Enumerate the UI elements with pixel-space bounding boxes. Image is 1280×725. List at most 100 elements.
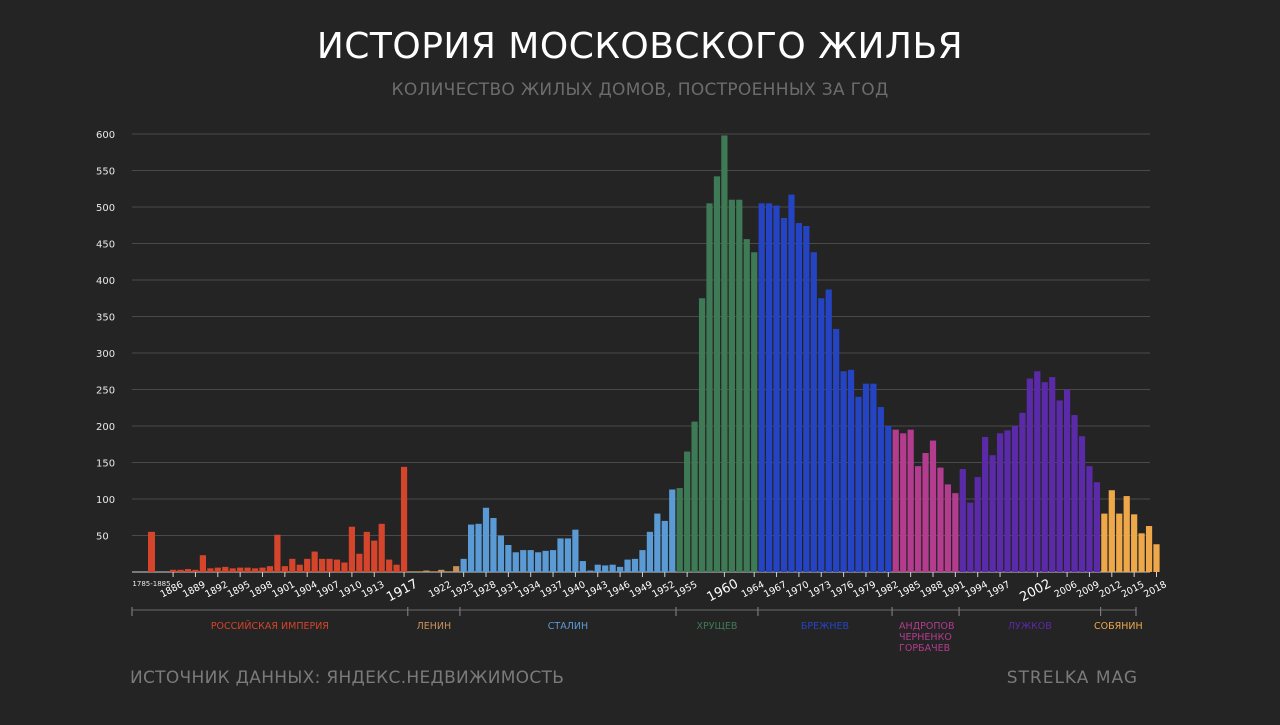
era-labels: РОССИЙСКАЯ ИМПЕРИЯ ЛЕНИН СТАЛИН ХРУЩЕВ БРЕЖН…: [131, 607, 1143, 654]
bar-1918: [408, 571, 415, 572]
bar-1925: [460, 558, 467, 572]
bar-1994: [974, 477, 981, 572]
y-tick-label: 600: [96, 130, 115, 141]
bar-1963: [743, 239, 750, 572]
bar-1937: [549, 550, 557, 572]
bar-1984: [900, 433, 907, 572]
bar-2014: [1123, 496, 1130, 572]
bar-2003: [1041, 382, 1048, 572]
bar-1933: [520, 550, 527, 572]
bar-1932: [512, 552, 519, 572]
bar-1970: [795, 223, 802, 572]
era-label: ЛЕНИН: [417, 621, 452, 632]
bar-2013: [1116, 513, 1123, 572]
bar-2002: [1034, 371, 1041, 572]
bar-1889: [192, 569, 199, 572]
bar-1891: [207, 568, 214, 572]
bar-1924: [453, 566, 460, 572]
bar-1993: [967, 502, 974, 572]
bar-1990: [944, 484, 951, 572]
bar-1955: [684, 451, 691, 572]
bar-chart: 50 100 150 200 250 300 350 400 450 500 550 600 1785…: [96, 130, 1169, 654]
bar-1892: [214, 567, 221, 572]
bar-1908: [333, 559, 341, 572]
bar-1978: [855, 396, 862, 572]
bars: [148, 135, 1160, 573]
bar-1906: [319, 558, 326, 572]
bar-1923: [445, 571, 452, 572]
bar-1983: [892, 429, 899, 572]
bar-1980: [870, 383, 877, 572]
bar-1972: [810, 252, 817, 572]
bar-1896: [244, 567, 251, 572]
bar-1935: [535, 552, 542, 572]
bar-1913: [371, 540, 378, 572]
bar-1785-1885: [148, 531, 155, 572]
brand-label: STRELKA MAG: [1006, 668, 1138, 688]
bar-1928: [482, 507, 490, 572]
bar-1988: [929, 440, 937, 572]
bar-1960: [721, 135, 728, 572]
bar-1985: [907, 429, 914, 572]
bar-1958: [706, 203, 713, 572]
bar-1898: [259, 567, 266, 572]
bar-1987: [922, 453, 929, 572]
bar-1974: [825, 289, 832, 572]
bar-1957: [698, 298, 706, 572]
bar-1940: [572, 529, 579, 572]
y-tick-label: 400: [96, 276, 115, 287]
bar-1905: [311, 551, 318, 572]
y-tick-label: 550: [96, 167, 115, 178]
bar-1949: [639, 550, 646, 572]
bar-1942: [587, 570, 594, 572]
bar-1890: [199, 555, 206, 572]
bar-1895: [237, 567, 244, 572]
bar-1979: [862, 383, 870, 572]
bar-1909: [341, 562, 348, 572]
bar-1975: [833, 328, 840, 572]
bar-1916: [393, 564, 400, 572]
y-tick-label: 250: [96, 386, 115, 397]
bar-2004: [1049, 377, 1056, 572]
bar-1939: [564, 538, 572, 572]
bar-1886: [170, 569, 177, 572]
x-tick-label: 2002: [1018, 577, 1054, 606]
bar-1941: [579, 561, 586, 572]
bar-1989: [937, 467, 944, 572]
bar-2016: [1138, 533, 1145, 572]
bar-1997: [996, 433, 1004, 572]
bar-1893: [222, 566, 229, 572]
bar-1930: [497, 535, 504, 572]
era-label: ЛУЖКОВ: [1008, 621, 1052, 632]
y-tick-label: 350: [96, 313, 115, 324]
bar-1948: [631, 558, 639, 572]
bar-2008: [1078, 436, 1086, 572]
bar-2006: [1064, 389, 1071, 572]
bar-2005: [1056, 400, 1063, 572]
era-label: БРЕЖНЕВ: [801, 621, 849, 632]
bar-1936: [542, 550, 549, 572]
bar-1982: [885, 426, 892, 572]
bar-2015: [1131, 514, 1138, 572]
y-tick-label: 100: [96, 495, 115, 506]
x-tick-label: 1785-1885: [132, 580, 170, 588]
bar-1964: [751, 252, 758, 572]
bar-1894: [229, 568, 236, 572]
bar-2018: [1153, 544, 1160, 572]
bar-1992: [959, 469, 966, 572]
era-label: СОБЯНИН: [1094, 621, 1143, 632]
bar-1919: [415, 571, 423, 572]
era-label: ХРУЩЕВ: [696, 621, 737, 632]
bar-2009: [1086, 466, 1093, 572]
bar-1917: [400, 466, 408, 572]
bar-2017: [1145, 526, 1153, 572]
bar-1912: [363, 531, 370, 572]
bar-1946: [617, 566, 624, 572]
bar-2007: [1071, 415, 1078, 572]
y-tick-labels: 50 100 150 200 250 300 350 400 450 500 550 600: [96, 130, 115, 543]
bar-1973: [818, 298, 825, 572]
bar-1971: [803, 225, 810, 573]
bar-2000: [1019, 412, 1026, 572]
y-tick-label: 450: [96, 240, 115, 251]
